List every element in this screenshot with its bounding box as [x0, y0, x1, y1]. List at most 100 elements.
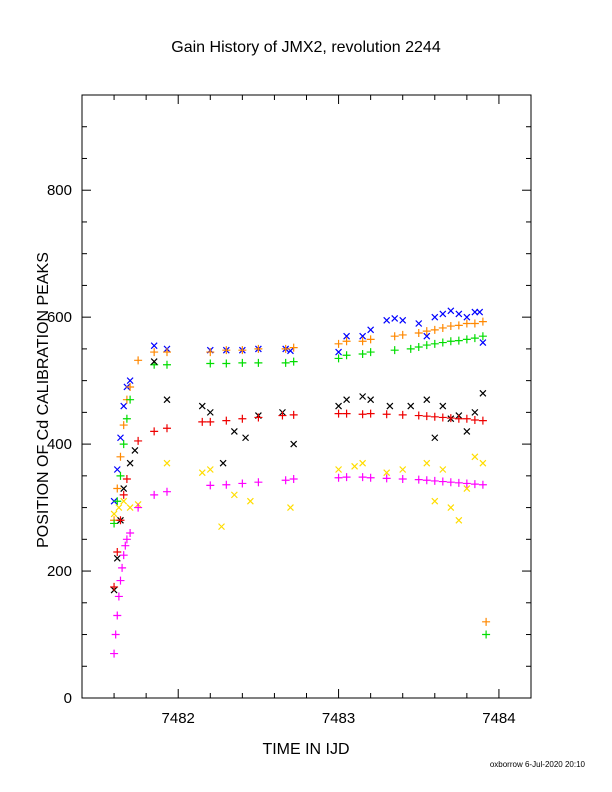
- x-tick-label: 7484: [482, 710, 515, 727]
- data-point: [358, 337, 367, 346]
- series-1: [110, 317, 491, 626]
- data-point: [162, 487, 171, 496]
- data-point: [366, 335, 375, 344]
- data-point: [113, 611, 122, 620]
- data-point: [399, 466, 407, 473]
- data-point: [335, 348, 342, 356]
- data-point: [134, 356, 143, 365]
- data-point: [206, 408, 214, 416]
- data-point: [398, 330, 407, 339]
- data-point: [423, 396, 431, 404]
- data-point: [342, 337, 351, 346]
- data-point: [463, 427, 471, 435]
- data-point: [358, 473, 367, 482]
- data-point: [254, 358, 263, 367]
- data-point: [206, 481, 215, 490]
- data-point: [470, 319, 479, 328]
- data-point: [438, 477, 447, 486]
- data-point: [342, 409, 351, 418]
- data-point: [119, 551, 128, 560]
- data-point: [116, 516, 125, 525]
- data-point: [463, 313, 471, 321]
- data-point: [334, 473, 343, 482]
- data-point: [162, 424, 171, 433]
- data-point: [290, 440, 298, 448]
- data-point: [455, 516, 463, 524]
- data-point: [120, 497, 128, 505]
- data-point: [116, 452, 125, 461]
- data-point: [281, 476, 290, 485]
- data-point: [206, 359, 215, 368]
- data-point: [415, 320, 423, 327]
- data-point: [150, 490, 159, 499]
- data-point: [254, 344, 263, 353]
- data-point: [238, 479, 247, 488]
- data-point: [479, 459, 487, 467]
- data-point: [162, 360, 171, 369]
- data-point: [446, 337, 455, 346]
- data-point: [454, 336, 463, 345]
- data-point: [110, 519, 119, 528]
- data-point: [115, 504, 123, 512]
- data-point: [121, 541, 130, 550]
- data-point: [334, 339, 343, 348]
- data-point: [454, 478, 463, 487]
- data-point: [482, 630, 491, 639]
- data-point: [414, 342, 423, 351]
- data-point: [438, 338, 447, 347]
- data-point: [478, 332, 487, 341]
- data-point: [414, 475, 423, 484]
- series-6: [110, 473, 487, 658]
- data-point: [447, 307, 455, 315]
- data-point: [126, 377, 134, 385]
- data-point: [382, 474, 391, 483]
- y-tick-label: 600: [47, 309, 72, 326]
- data-point: [422, 327, 431, 336]
- data-point: [289, 410, 298, 419]
- data-point: [383, 469, 391, 477]
- data-point: [116, 576, 125, 585]
- data-point: [454, 321, 463, 330]
- data-point: [343, 332, 351, 340]
- data-point: [439, 402, 447, 410]
- data-point: [478, 416, 487, 425]
- series-3: [110, 358, 487, 594]
- footer-credit: oxborrow 6-Jul-2020 20:10: [490, 760, 586, 769]
- data-point: [342, 351, 351, 360]
- data-point: [479, 389, 487, 397]
- series-2: [110, 332, 491, 639]
- data-point: [423, 332, 431, 340]
- data-point: [120, 485, 128, 492]
- data-point: [126, 504, 134, 512]
- data-point: [446, 322, 455, 331]
- data-point: [446, 414, 455, 423]
- data-point: [462, 414, 471, 423]
- data-point: [281, 358, 290, 367]
- data-point: [111, 630, 120, 639]
- data-point: [120, 402, 128, 410]
- data-point: [198, 469, 206, 477]
- y-tick-label: 0: [64, 690, 72, 707]
- data-point: [367, 396, 375, 404]
- data-point: [422, 412, 431, 421]
- data-point: [230, 491, 238, 499]
- data-point: [119, 440, 128, 449]
- data-point: [335, 466, 342, 473]
- data-point: [359, 393, 367, 400]
- data-point: [206, 466, 214, 473]
- data-point: [470, 415, 479, 424]
- data-point: [113, 554, 121, 562]
- data-point: [289, 357, 298, 366]
- data-point: [122, 535, 131, 544]
- data-point: [134, 436, 143, 445]
- data-point: [110, 649, 119, 658]
- data-point: [382, 410, 391, 419]
- data-point: [471, 408, 479, 416]
- data-point: [150, 342, 158, 350]
- x-tick-label: 7482: [162, 710, 195, 727]
- data-point: [219, 459, 227, 467]
- data-point: [366, 409, 375, 418]
- data-point: [114, 592, 123, 601]
- x-axis-label: TIME IN IJD: [262, 741, 349, 758]
